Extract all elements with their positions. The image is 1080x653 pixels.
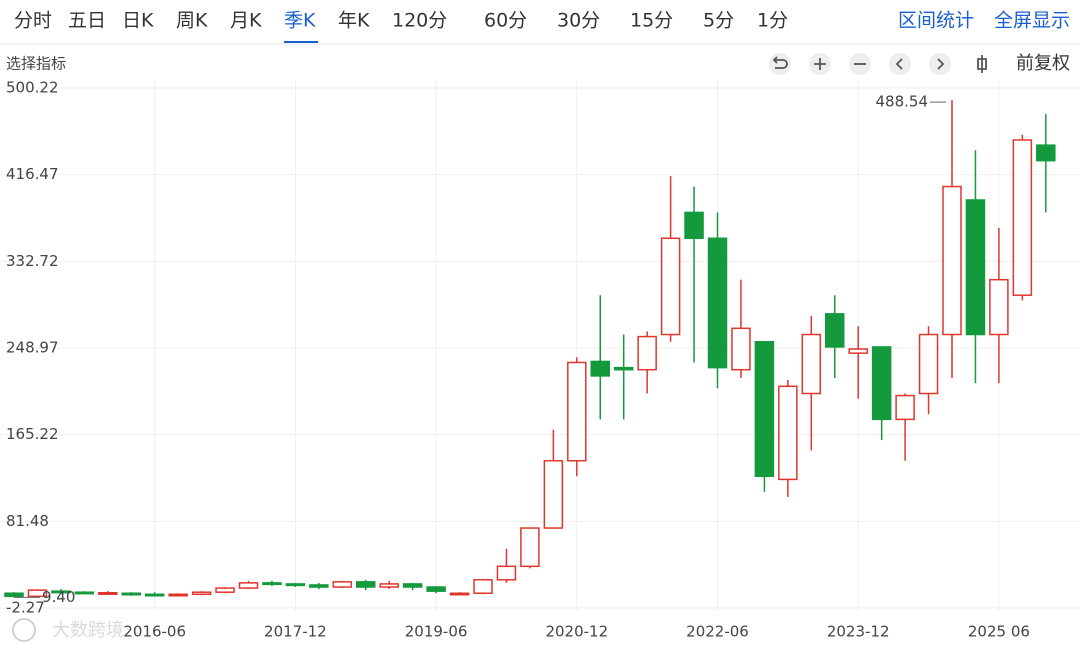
tab[interactable]: 年K [338,10,370,32]
candle-body [98,591,118,595]
candle-body [215,587,235,593]
candle-body [379,583,399,588]
tab[interactable]: 周K [176,10,208,32]
candle-body [144,593,165,597]
candle-body [871,346,892,421]
candle-body [238,582,259,589]
candle-body [918,333,939,395]
candle-body [543,460,564,529]
tab[interactable]: 月K [230,10,262,32]
candle-body [637,335,657,371]
y-tick-label: 500.22 [6,79,59,97]
candle-body [590,360,610,377]
y-tick-label: 416.47 [6,165,59,183]
y-tick-label: 165.22 [6,425,59,443]
tab[interactable]: 分时 [14,10,52,32]
left-icon [895,58,903,70]
tab[interactable]: 季K [284,10,316,32]
watermark-text: 大数跨境 [52,620,124,641]
right-icon [937,58,945,70]
candle-body [731,327,751,371]
candle-body [1012,139,1033,296]
candle-body [848,348,868,354]
candle-body [356,581,376,588]
tab[interactable]: 60分 [484,10,527,32]
chart-tool-icons [772,55,987,73]
x-tick-label: 2022-06 [686,623,749,641]
y-tick-label: 81.48 [6,512,49,530]
candle-body [778,385,798,481]
candle-body [496,565,517,581]
candle-body [332,581,353,588]
x-tick-label: 2023-12 [827,623,890,641]
candle-body [51,590,71,594]
candle-body [684,211,704,240]
candle-body [27,589,48,598]
y-tick-label: 332.72 [6,252,59,270]
watermark: 大数跨境 [12,618,124,642]
candle-body [707,237,728,369]
candle-body [520,527,540,568]
undo-icon [772,56,788,69]
candle-body [121,592,141,596]
candle-body [285,583,306,587]
candle-body [567,361,587,462]
adjust-button[interactable]: 前复权 [1016,53,1070,74]
tab[interactable]: 五日 [68,10,106,32]
min-label: 9.40 [42,588,75,606]
max-label: 488.54 [876,93,929,111]
candle-body [965,199,986,336]
tab[interactable]: 日K [122,10,154,32]
candle-body [309,584,329,588]
prev-button[interactable] [889,53,911,75]
tab[interactable]: 15分 [630,10,673,32]
indicator-button[interactable]: 选择指标 [6,55,66,73]
candle-body [74,591,95,595]
candle-icon[interactable] [977,55,987,73]
candle-body [801,333,822,395]
next-button[interactable] [929,53,951,75]
candle-body [895,394,915,421]
grid [0,80,1080,612]
candle-body [989,278,1009,336]
candle-body [942,185,962,336]
tab[interactable]: 120分 [392,10,447,32]
tab[interactable]: 5分 [703,10,734,32]
x-tick-label: 2020-12 [545,623,608,641]
candle-body [4,592,24,598]
candle-body [191,591,212,596]
candle-body [449,592,470,596]
candle-body [1036,144,1056,162]
candle-body [168,593,188,597]
candle-body [660,237,681,336]
candle-body [754,341,775,478]
x-tick-label: 2025 06 [968,623,1030,641]
y-tick-label: -2.27 [6,599,45,617]
action-link[interactable]: 全屏显示 [994,10,1070,32]
candle-body [613,366,634,371]
x-tick-label: 2019-06 [405,623,468,641]
plus-icon [814,58,826,70]
x-tick-label: 2017-12 [264,623,327,641]
candle-body [262,582,282,586]
candle-body [473,579,493,594]
candle-body [402,583,423,588]
candle-body [426,586,446,592]
watermark-icon [12,618,36,642]
tab[interactable]: 1分 [757,10,788,32]
action-link[interactable]: 区间统计 [898,10,974,32]
candle-body [825,313,845,348]
y-tick-label: 248.97 [6,339,59,357]
tab[interactable]: 30分 [557,10,600,32]
x-tick-label: 2016-06 [123,623,186,641]
